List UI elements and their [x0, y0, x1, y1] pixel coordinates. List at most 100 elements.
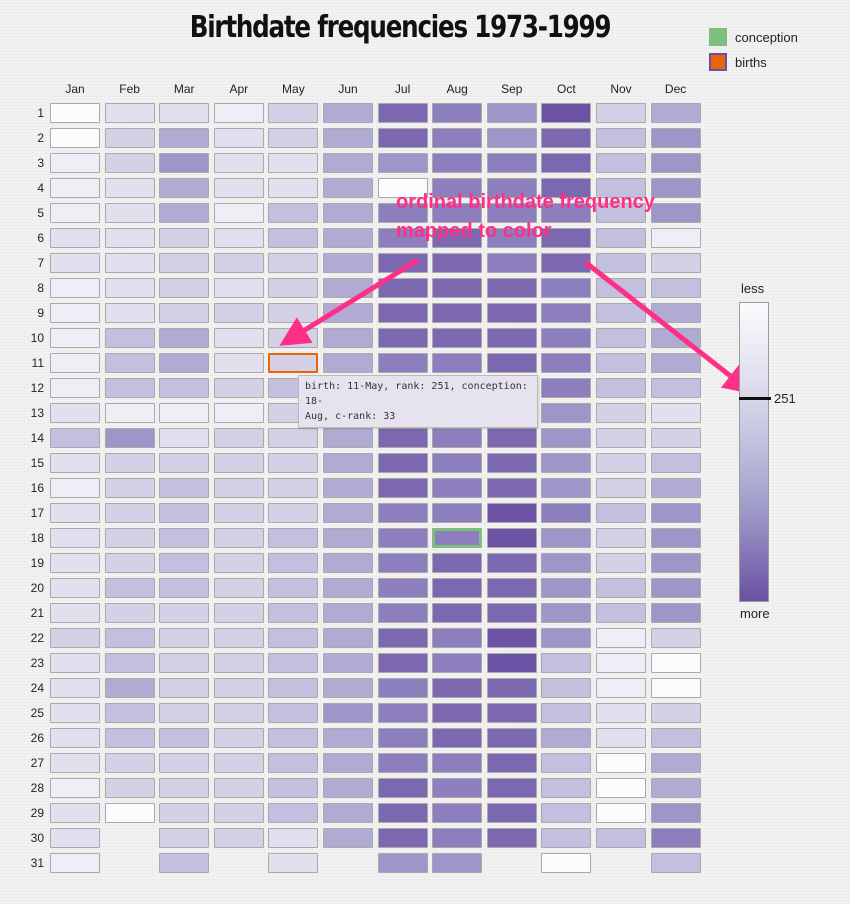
heatmap-cell[interactable] — [213, 103, 264, 123]
heatmap-cell[interactable] — [159, 728, 210, 748]
heatmap-cell[interactable] — [432, 628, 483, 648]
heatmap-cell[interactable] — [213, 803, 264, 823]
heatmap-cell[interactable] — [596, 753, 646, 773]
heatmap-cell[interactable] — [377, 628, 428, 648]
heatmap-cell[interactable] — [213, 353, 264, 373]
heatmap-cell[interactable] — [486, 503, 537, 523]
heatmap-cell[interactable] — [323, 553, 373, 573]
heatmap-cell[interactable] — [541, 403, 592, 423]
heatmap-cell[interactable] — [432, 828, 483, 848]
heatmap-cell[interactable] — [323, 528, 373, 548]
heatmap-cell[interactable] — [213, 678, 264, 698]
heatmap-cell[interactable] — [104, 578, 155, 598]
heatmap-cell[interactable] — [432, 853, 483, 873]
heatmap-cell[interactable] — [541, 528, 592, 548]
heatmap-cell[interactable] — [486, 478, 537, 498]
heatmap-cell[interactable] — [432, 278, 483, 298]
heatmap-cell[interactable] — [596, 603, 646, 623]
heatmap-cell[interactable] — [486, 528, 537, 548]
heatmap-cell[interactable] — [541, 378, 592, 398]
heatmap-cell[interactable] — [486, 253, 537, 273]
heatmap-cell[interactable] — [159, 278, 210, 298]
heatmap-cell[interactable] — [596, 253, 646, 273]
heatmap-cell[interactable] — [650, 703, 701, 723]
heatmap-cell[interactable] — [159, 753, 210, 773]
heatmap-cell[interactable] — [213, 828, 264, 848]
heatmap-cell[interactable] — [268, 128, 319, 148]
heatmap-cell[interactable] — [486, 703, 537, 723]
heatmap-cell[interactable] — [541, 503, 592, 523]
heatmap-cell[interactable] — [596, 128, 646, 148]
heatmap-cell[interactable] — [650, 578, 701, 598]
heatmap-cell[interactable] — [486, 828, 537, 848]
heatmap-cell[interactable] — [596, 453, 646, 473]
heatmap-cell[interactable] — [323, 178, 373, 198]
heatmap-cell[interactable] — [377, 178, 428, 198]
heatmap-cell[interactable] — [50, 778, 100, 798]
heatmap-cell[interactable] — [50, 503, 100, 523]
heatmap-cell[interactable] — [541, 778, 592, 798]
heatmap-cell[interactable] — [541, 178, 592, 198]
heatmap-cell[interactable] — [104, 428, 155, 448]
heatmap-cell[interactable] — [650, 503, 701, 523]
heatmap-cell[interactable] — [104, 628, 155, 648]
heatmap-cell[interactable] — [268, 253, 319, 273]
heatmap-cell[interactable] — [432, 778, 483, 798]
heatmap-cell[interactable] — [541, 628, 592, 648]
heatmap-cell[interactable] — [323, 328, 373, 348]
heatmap-cell[interactable] — [268, 828, 319, 848]
heatmap-cell[interactable] — [377, 328, 428, 348]
heatmap-cell[interactable] — [541, 203, 592, 223]
heatmap-cell[interactable] — [323, 228, 373, 248]
heatmap-cell[interactable] — [486, 603, 537, 623]
heatmap-cell[interactable] — [159, 478, 210, 498]
heatmap-cell[interactable] — [432, 328, 483, 348]
heatmap-cell[interactable] — [159, 128, 210, 148]
heatmap-cell[interactable] — [596, 478, 646, 498]
heatmap-cell[interactable] — [596, 178, 646, 198]
heatmap-cell[interactable] — [213, 228, 264, 248]
heatmap-cell[interactable] — [104, 403, 155, 423]
heatmap-cell[interactable] — [50, 228, 100, 248]
heatmap-cell[interactable] — [541, 328, 592, 348]
heatmap-cell[interactable] — [377, 828, 428, 848]
heatmap-cell[interactable] — [323, 603, 373, 623]
heatmap-cell[interactable] — [104, 178, 155, 198]
heatmap-cell[interactable] — [596, 728, 646, 748]
heatmap-cell[interactable] — [650, 403, 701, 423]
heatmap-cell[interactable] — [650, 553, 701, 573]
heatmap-cell[interactable] — [50, 103, 100, 123]
heatmap-cell[interactable] — [159, 853, 210, 873]
heatmap-cell[interactable] — [323, 803, 373, 823]
heatmap-cell[interactable] — [50, 853, 100, 873]
heatmap-cell[interactable] — [432, 803, 483, 823]
heatmap-cell[interactable] — [650, 328, 701, 348]
heatmap-cell[interactable] — [486, 428, 537, 448]
heatmap-cell[interactable] — [377, 303, 428, 323]
heatmap-cell[interactable] — [104, 728, 155, 748]
heatmap-cell[interactable] — [486, 103, 537, 123]
heatmap-cell[interactable] — [541, 253, 592, 273]
heatmap-cell[interactable] — [596, 103, 646, 123]
heatmap-cell[interactable] — [377, 728, 428, 748]
heatmap-cell[interactable] — [104, 353, 155, 373]
heatmap-cell[interactable] — [432, 203, 483, 223]
heatmap-cell[interactable] — [486, 653, 537, 673]
heatmap-cell[interactable] — [377, 778, 428, 798]
heatmap-cell[interactable] — [159, 703, 210, 723]
heatmap-cell[interactable] — [268, 178, 319, 198]
heatmap-cell[interactable] — [377, 478, 428, 498]
heatmap-cell[interactable] — [268, 153, 319, 173]
heatmap-cell[interactable] — [213, 628, 264, 648]
heatmap-cell[interactable] — [377, 253, 428, 273]
heatmap-cell[interactable] — [650, 728, 701, 748]
heatmap-cell[interactable] — [596, 353, 646, 373]
heatmap-cell[interactable] — [377, 578, 428, 598]
heatmap-cell[interactable] — [650, 678, 701, 698]
heatmap-cell[interactable] — [486, 728, 537, 748]
heatmap-cell[interactable] — [486, 753, 537, 773]
heatmap-cell[interactable] — [323, 353, 373, 373]
heatmap-cell[interactable] — [50, 428, 100, 448]
heatmap-cell[interactable] — [541, 753, 592, 773]
heatmap-cell[interactable] — [432, 303, 483, 323]
